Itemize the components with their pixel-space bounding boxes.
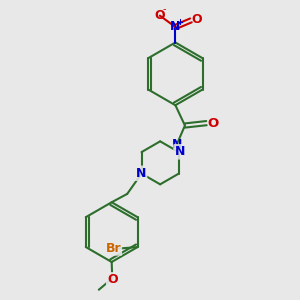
Text: O: O [154, 8, 165, 22]
Text: N: N [175, 145, 185, 158]
Text: Br: Br [106, 242, 122, 255]
Text: -: - [162, 4, 166, 14]
Text: +: + [176, 18, 183, 27]
Text: N: N [172, 138, 183, 151]
Text: N: N [170, 20, 181, 33]
Text: O: O [107, 273, 118, 286]
Text: N: N [175, 145, 185, 158]
Text: N: N [136, 167, 146, 180]
Text: N: N [136, 167, 146, 180]
Text: O: O [207, 117, 219, 130]
Text: O: O [191, 13, 202, 26]
